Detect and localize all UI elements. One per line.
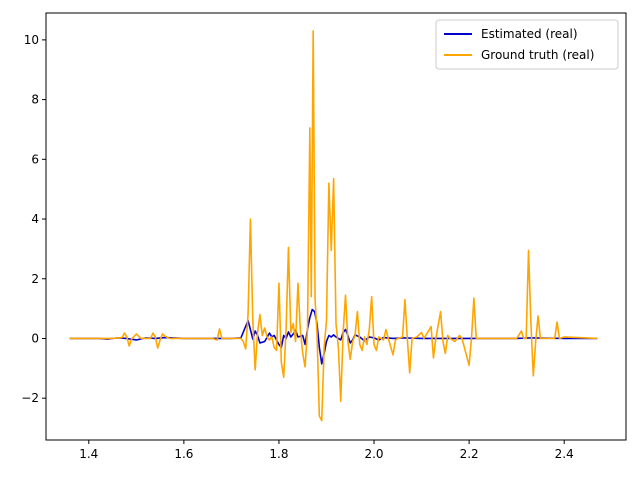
legend-box	[435, 19, 619, 70]
y-tick-label: 2	[31, 272, 39, 286]
plot-area	[69, 30, 598, 422]
x-tick-label: 2.0	[364, 447, 383, 461]
legend: Estimated (real) Ground truth (real)	[435, 19, 619, 70]
x-tick-label: 1.6	[174, 447, 193, 461]
axes-frame	[45, 12, 627, 441]
y-tick-label: 8	[31, 93, 39, 107]
legend-label-ground-truth: Ground truth (real)	[481, 48, 594, 62]
y-axis: −2 0 2 4 6 8 10	[21, 33, 46, 405]
x-tick-label: 1.4	[79, 447, 98, 461]
y-tick-label: 10	[24, 33, 39, 47]
y-tick-label: 0	[31, 331, 39, 345]
y-tick-label: 6	[31, 152, 39, 166]
x-tick-label: 2.4	[555, 447, 574, 461]
x-tick-label: 1.8	[269, 447, 288, 461]
series-line-1	[69, 30, 598, 422]
x-tick-label: 2.2	[460, 447, 479, 461]
y-tick-label: 4	[31, 212, 39, 226]
y-tick-label: −2	[21, 391, 39, 405]
legend-label-estimated: Estimated (real)	[481, 27, 578, 41]
x-axis: 1.4 1.6 1.8 2.0 2.2 2.4	[79, 440, 574, 461]
